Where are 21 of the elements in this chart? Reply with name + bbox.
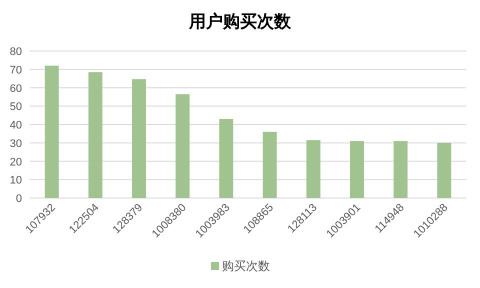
y-tick-label: 10	[10, 174, 22, 187]
y-tick-label: 70	[10, 64, 22, 76]
bar	[176, 94, 190, 198]
bar	[394, 141, 408, 198]
y-tick-label: 0	[16, 193, 22, 205]
legend-label: 购买次数	[222, 259, 270, 273]
y-tick-label: 80	[10, 46, 22, 58]
y-tick-label: 50	[10, 101, 22, 114]
bar	[262, 132, 277, 198]
bar	[88, 72, 102, 198]
bar	[437, 142, 452, 198]
y-tick-label: 30	[10, 138, 22, 150]
y-tick-label: 40	[10, 120, 22, 132]
y-tick-label: 60	[10, 82, 22, 95]
y-tick-label: 20	[10, 156, 22, 168]
bar	[219, 118, 234, 198]
bar	[350, 141, 364, 198]
bar	[306, 140, 320, 198]
chart-title: 用户购买次数	[188, 12, 292, 32]
bar	[132, 79, 146, 198]
bar	[44, 66, 59, 198]
